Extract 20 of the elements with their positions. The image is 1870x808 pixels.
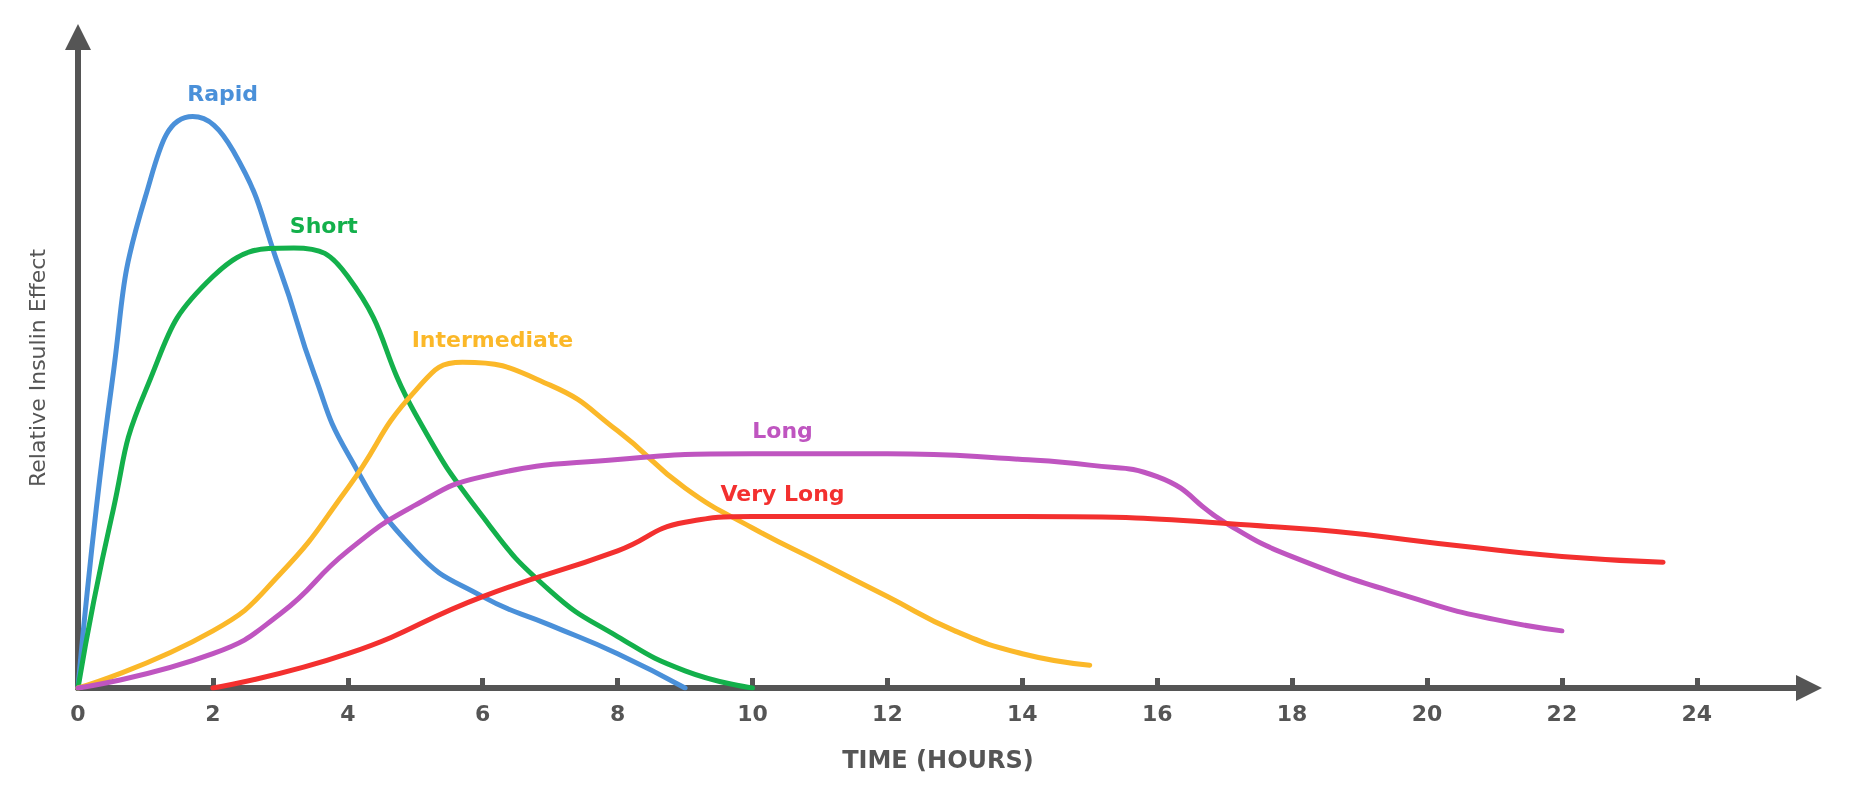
series-label: Intermediate <box>411 326 574 352</box>
x-tick-label: 22 <box>1546 700 1578 726</box>
x-axis-title: TIME (HOURS) <box>842 746 1034 774</box>
x-tick-label: 14 <box>1007 700 1038 726</box>
x-tick-label: 0 <box>70 700 86 726</box>
x-tick-label: 2 <box>205 700 221 726</box>
x-tick-label: 8 <box>609 700 626 726</box>
x-tick-label: 20 <box>1411 700 1443 726</box>
x-tick-label: 6 <box>475 700 491 726</box>
x-tick-label: 16 <box>1141 700 1173 726</box>
x-tick-label: 24 <box>1681 700 1713 726</box>
x-tick-label: 12 <box>872 700 903 726</box>
x-tick-label: 10 <box>737 700 768 726</box>
x-tick-label: 4 <box>340 700 356 726</box>
x-tick-label: 18 <box>1276 700 1308 726</box>
y-axis-title: Relative Insulin Effect <box>24 248 50 488</box>
series-label: Very Long <box>720 481 845 507</box>
series-label: Short <box>289 212 359 238</box>
series-label: Long <box>752 418 813 444</box>
series-label: Rapid <box>187 81 259 107</box>
